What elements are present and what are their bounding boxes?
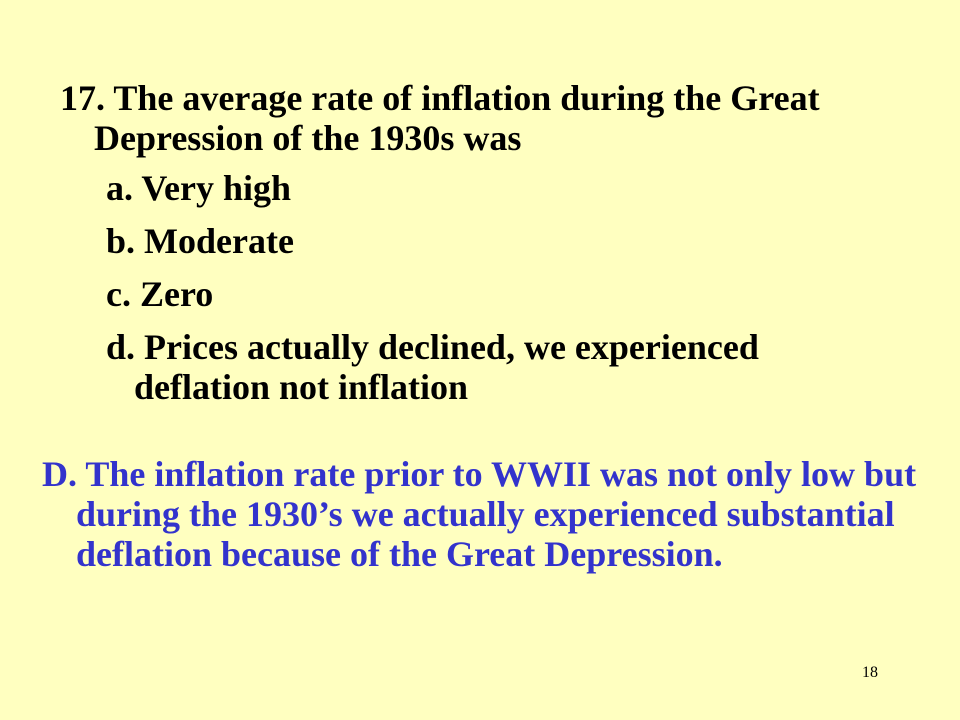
- option-c: c. Zero: [106, 274, 214, 314]
- option-d: d. Prices actually declined, we experien…: [106, 327, 759, 407]
- slide-number: 18: [862, 664, 878, 681]
- question-text: 17. The average rate of inflation during…: [60, 78, 820, 158]
- answer-options-list: a. Very high b. Moderate c. Zero d. Pric…: [106, 168, 866, 420]
- answer-explanation: D. The inflation rate prior to WWII was …: [42, 454, 917, 574]
- option-b: b. Moderate: [106, 221, 294, 261]
- option-a: a. Very high: [106, 168, 292, 208]
